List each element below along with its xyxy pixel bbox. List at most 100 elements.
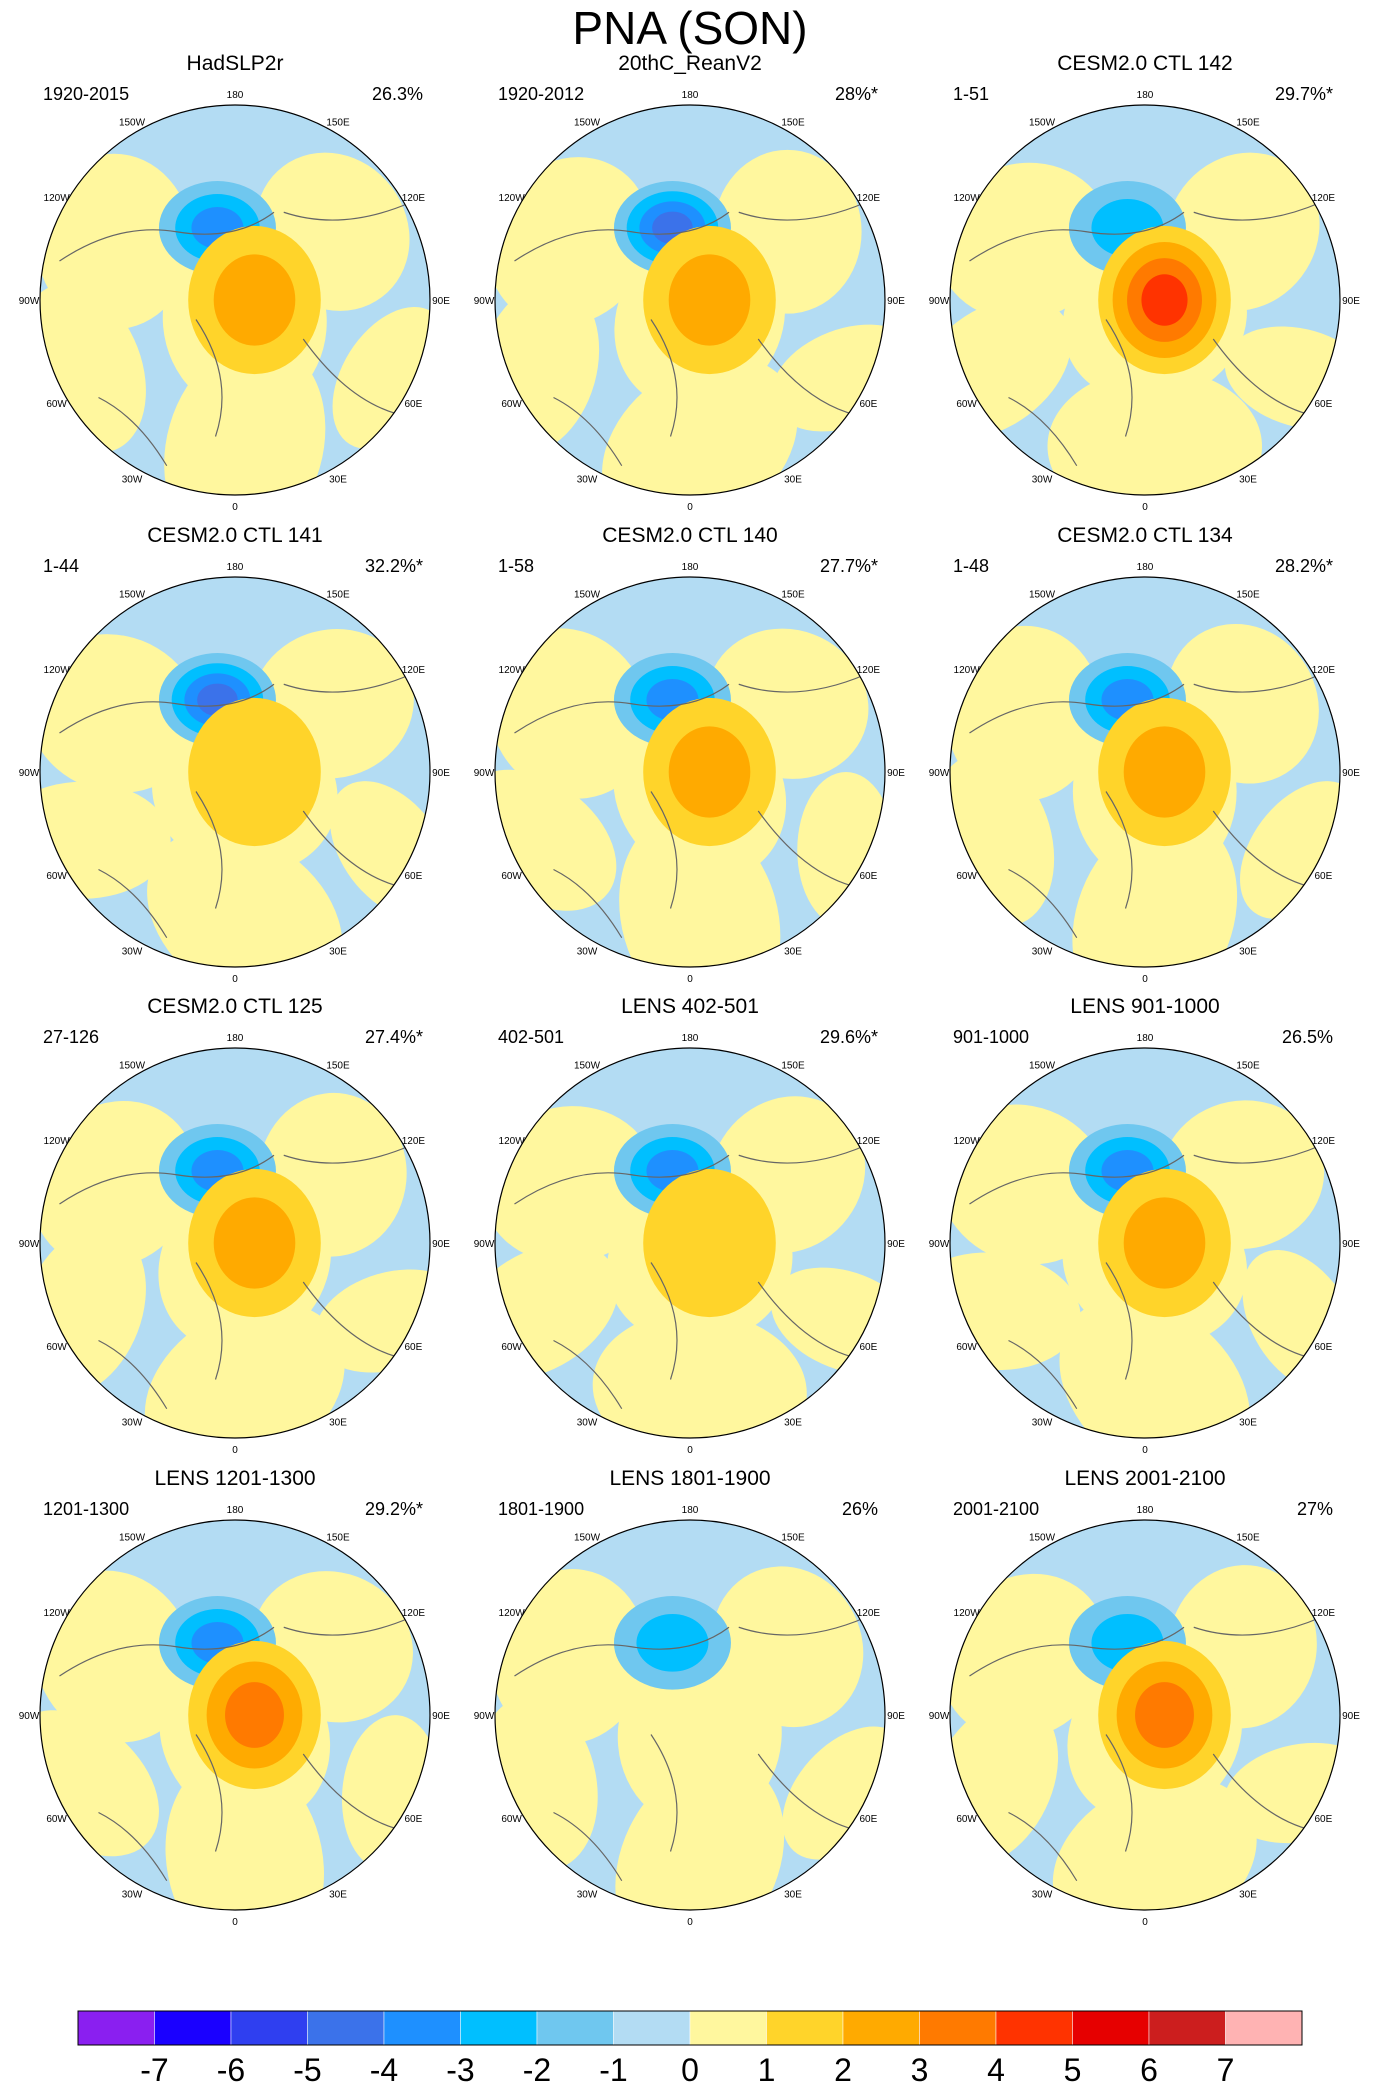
panel-variance: 32.2%* <box>365 556 423 576</box>
coastline <box>650 319 678 437</box>
high-contour <box>213 254 296 346</box>
coastline <box>1193 673 1321 693</box>
longitude-label: 150E <box>1236 1061 1260 1072</box>
coastline <box>514 1154 730 1205</box>
colorbar-tick-label: -3 <box>446 2052 474 2086</box>
coastline <box>738 201 866 221</box>
longitude-label: 150W <box>574 118 601 129</box>
map-outline <box>949 1519 1341 1911</box>
colorbar-swatch <box>613 2010 691 2046</box>
longitude-label: 120W <box>954 1136 981 1147</box>
panel-period: 1-51 <box>953 84 989 104</box>
coastline <box>59 211 275 262</box>
colorbar-tick-label: 4 <box>987 2052 1005 2086</box>
map-panel-3: 180 150E 120E 90E 60E 30E 0 30W 60W 90W 120W 150W CE… <box>929 52 1361 513</box>
longitude-label: 120W <box>499 1608 526 1619</box>
longitude-label: 60W <box>501 871 522 882</box>
longitude-label: 120W <box>499 193 526 204</box>
longitude-label: 90W <box>474 1711 495 1722</box>
longitude-label: 30W <box>122 474 143 485</box>
longitude-label: 90W <box>19 768 40 779</box>
coastline <box>969 683 1185 734</box>
longitude-label: 30E <box>1239 1889 1257 1900</box>
longitude-label: 90W <box>474 768 495 779</box>
positive-anomaly-region <box>495 1106 657 1263</box>
panel-period: 1920-2015 <box>43 84 129 104</box>
longitude-label: 30E <box>784 1889 802 1900</box>
positive-anomaly-region <box>950 162 1112 321</box>
coastline <box>1105 791 1133 909</box>
coastline <box>1105 319 1133 437</box>
colorbar-swatch <box>536 2010 614 2046</box>
longitude-label: 150E <box>326 1061 350 1072</box>
coastline <box>553 868 623 939</box>
positive-anomaly-region <box>40 1100 197 1269</box>
longitude-label: 60E <box>405 871 423 882</box>
colorbar-swatch <box>383 2010 461 2046</box>
longitude-label: 60E <box>860 871 878 882</box>
longitude-label: 90W <box>474 296 495 307</box>
colorbar-tick-label: -5 <box>293 2052 321 2086</box>
longitude-label: 60E <box>405 1814 423 1825</box>
longitude-label: 180 <box>227 1033 244 1044</box>
panel-period: 402-501 <box>498 1027 564 1047</box>
panel-title: LENS 1801-1900 <box>609 1467 770 1490</box>
longitude-label: 120W <box>499 665 526 676</box>
longitude-label: 90E <box>1342 296 1360 307</box>
longitude-label: 60W <box>46 399 67 410</box>
longitude-label: 180 <box>1137 562 1154 573</box>
longitude-label: 120W <box>44 1608 71 1619</box>
map-field <box>40 577 430 967</box>
map-outline <box>494 104 886 496</box>
longitude-label: 120E <box>1312 193 1336 204</box>
map-panel-5: 180 150E 120E 90E 60E 30E 0 30W 60W 90W 120W 150W CE… <box>474 524 906 985</box>
colorbar-swatch <box>154 2010 232 2046</box>
panel-title: LENS 2001-2100 <box>1064 1467 1225 1490</box>
map-outline <box>39 1047 431 1439</box>
panel-variance: 26.5% <box>1282 1027 1333 1047</box>
longitude-label: 60E <box>1315 1814 1333 1825</box>
panel-period: 1201-1300 <box>43 1499 129 1519</box>
colorbar-swatch <box>919 2010 997 2046</box>
colorbar-tick-label: 5 <box>1064 2052 1082 2086</box>
coastline <box>1008 868 1078 939</box>
longitude-label: 60W <box>46 1342 67 1353</box>
coastline <box>969 1154 1185 1205</box>
longitude-label: 60E <box>1315 1342 1333 1353</box>
longitude-label: 90E <box>887 1711 905 1722</box>
positive-anomaly-region <box>495 628 650 799</box>
coastline <box>650 791 678 909</box>
longitude-label: 30E <box>1239 946 1257 957</box>
colorbar-swatch <box>1072 2010 1150 2046</box>
coastline <box>59 1154 275 1205</box>
high-contour <box>1123 726 1206 818</box>
coastline <box>650 1262 678 1380</box>
map-panel-4: 180 150E 120E 90E 60E 30E 0 30W 60W 90W 120W 150W CE… <box>19 524 451 985</box>
longitude-label: 60W <box>956 871 977 882</box>
coastline <box>98 1811 168 1882</box>
longitude-label: 180 <box>227 90 244 101</box>
panel-variance: 29.2%* <box>365 1499 423 1519</box>
panel-variance: 29.6%* <box>820 1027 878 1047</box>
longitude-label: 150E <box>1236 590 1260 601</box>
longitude-label: 30E <box>1239 1417 1257 1428</box>
coastline <box>195 1734 223 1852</box>
longitude-label: 90W <box>19 1711 40 1722</box>
map-field <box>950 1520 1340 1910</box>
positive-anomaly-region <box>950 1104 1111 1265</box>
panel-variance: 26.3% <box>372 84 423 104</box>
coastline <box>283 1144 411 1164</box>
longitude-label: 30E <box>329 1889 347 1900</box>
coastline <box>553 1811 623 1882</box>
map-panel-1: 180 150E 120E 90E 60E 30E 0 30W 60W 90W 120W 150W Ha… <box>19 52 451 513</box>
positive-anomaly-region <box>40 781 171 899</box>
map-field <box>495 577 885 967</box>
panel-period: 1801-1900 <box>498 1499 584 1519</box>
longitude-label: 30W <box>122 946 143 957</box>
map-outline <box>494 1519 886 1911</box>
longitude-label: 150E <box>781 118 805 129</box>
map-panel-6: 180 150E 120E 90E 60E 30E 0 30W 60W 90W 120W 150W CE… <box>929 524 1361 985</box>
longitude-label: 150E <box>1236 118 1260 129</box>
longitude-label: 60E <box>1315 871 1333 882</box>
map-outline <box>39 1519 431 1911</box>
